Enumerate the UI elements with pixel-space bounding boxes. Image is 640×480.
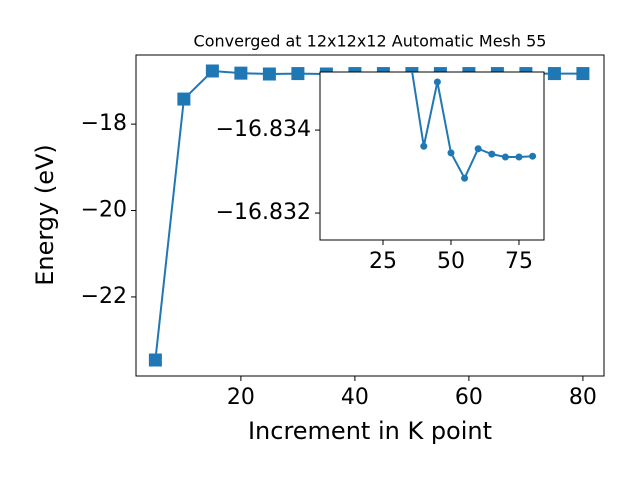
y-tick-label: −22 bbox=[81, 284, 127, 309]
marker bbox=[547, 67, 561, 81]
marker bbox=[234, 66, 248, 80]
marker bbox=[433, 78, 441, 86]
marker bbox=[461, 174, 469, 182]
y-tick-label: −18 bbox=[81, 111, 127, 136]
x-tick-label: 20 bbox=[227, 385, 255, 410]
marker bbox=[148, 353, 162, 367]
marker bbox=[447, 149, 455, 157]
x-axis-label: Increment in K point bbox=[248, 417, 492, 445]
marker bbox=[576, 67, 590, 81]
x-tick-label: 50 bbox=[437, 249, 465, 274]
x-tick-label: 25 bbox=[369, 249, 397, 274]
marker bbox=[420, 142, 428, 150]
x-tick-label: 80 bbox=[569, 385, 597, 410]
x-tick-label: 40 bbox=[341, 385, 369, 410]
plot-area bbox=[319, 71, 545, 241]
marker bbox=[291, 67, 305, 81]
x-tick-label: 60 bbox=[455, 385, 483, 410]
y-tick-label: −16.834 bbox=[216, 117, 311, 142]
line bbox=[411, 72, 533, 181]
marker bbox=[262, 67, 276, 81]
chart-title: Converged at 12x12x12 Automatic Mesh 55 bbox=[194, 32, 547, 51]
plot-clip bbox=[411, 72, 537, 182]
marker bbox=[529, 152, 537, 160]
marker bbox=[474, 145, 482, 153]
x-tick-label: 75 bbox=[505, 249, 533, 274]
y-tick-label: −16.832 bbox=[216, 200, 311, 225]
marker bbox=[205, 64, 219, 78]
marker bbox=[515, 153, 523, 161]
marker bbox=[177, 92, 191, 106]
y-tick-label: −20 bbox=[81, 198, 127, 223]
marker bbox=[488, 150, 496, 158]
marker bbox=[501, 153, 509, 161]
y-axis-label: Energy (eV) bbox=[31, 144, 59, 286]
